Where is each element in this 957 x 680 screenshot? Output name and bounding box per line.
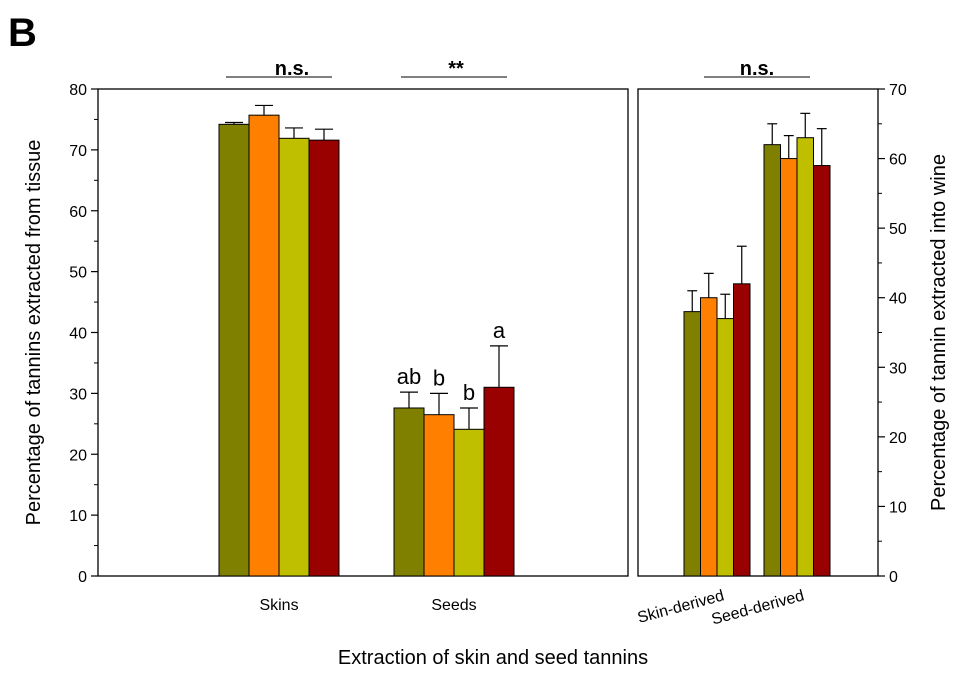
x-axis-title: Extraction of skin and seed tannins	[338, 647, 648, 669]
error-bar	[720, 293, 731, 319]
bar	[393, 407, 425, 577]
y-tick-label: 0	[78, 569, 87, 586]
bar	[763, 144, 781, 577]
plot-frame	[637, 88, 879, 577]
y-tick-label: 70	[69, 143, 87, 160]
y-tick-label: 50	[69, 265, 87, 282]
y-tick-label: 40	[889, 291, 907, 308]
y-tick-label: 20	[889, 430, 907, 447]
bar	[453, 428, 485, 577]
y-tick-label: 60	[889, 152, 907, 169]
y-tick-label: 10	[889, 499, 907, 516]
significance-label: n.s.	[740, 58, 774, 80]
bar	[716, 318, 734, 577]
significance-letter: a	[493, 318, 506, 343]
bar	[733, 283, 751, 577]
error-bar	[315, 128, 333, 141]
plot-frame	[97, 88, 629, 577]
panel-label: B	[8, 11, 37, 55]
bar	[278, 137, 310, 577]
x-tick-label: Seeds	[431, 597, 476, 614]
y-axis-title: Percentage of tannin extracted into wine	[928, 154, 950, 511]
error-bar	[225, 121, 243, 125]
bar	[483, 386, 515, 577]
error-bar	[400, 391, 418, 408]
error-bar	[687, 290, 698, 312]
error-bar	[816, 128, 827, 166]
y-tick-label: 10	[69, 508, 87, 525]
error-bar	[783, 135, 794, 159]
bar	[796, 137, 814, 577]
error-bar	[800, 112, 811, 138]
bar	[700, 297, 718, 577]
bar	[248, 114, 280, 577]
significance-letter: ab	[397, 364, 421, 389]
error-bar	[285, 127, 303, 139]
significance-letter: b	[463, 380, 475, 405]
y-tick-label: 40	[69, 326, 87, 343]
bar	[218, 123, 250, 577]
y-tick-label: 30	[889, 360, 907, 377]
bar	[308, 139, 340, 577]
error-bar	[255, 104, 273, 116]
y-tick-label: 70	[889, 82, 907, 99]
significance-letter: b	[433, 365, 445, 390]
bar	[780, 158, 798, 577]
significance-label: **	[448, 58, 464, 80]
significance-label: n.s.	[275, 58, 309, 80]
y-axis-title: Percentage of tannins extracted from tis…	[23, 140, 45, 526]
error-bar	[430, 392, 448, 415]
bar	[683, 311, 701, 577]
bar	[423, 414, 455, 577]
error-bar	[703, 272, 714, 298]
bar	[813, 165, 831, 577]
y-tick-label: 0	[889, 569, 898, 586]
y-tick-label: 20	[69, 447, 87, 464]
error-bar	[460, 407, 478, 430]
y-tick-label: 50	[889, 221, 907, 238]
y-tick-label: 30	[69, 386, 87, 403]
error-bar	[490, 345, 508, 388]
x-tick-label: Skins	[259, 597, 298, 614]
x-tick-label: Seed-derived	[710, 587, 806, 628]
y-tick-label: 80	[69, 82, 87, 99]
error-bar	[736, 245, 747, 284]
error-bar	[767, 123, 778, 145]
y-tick-label: 60	[69, 204, 87, 221]
